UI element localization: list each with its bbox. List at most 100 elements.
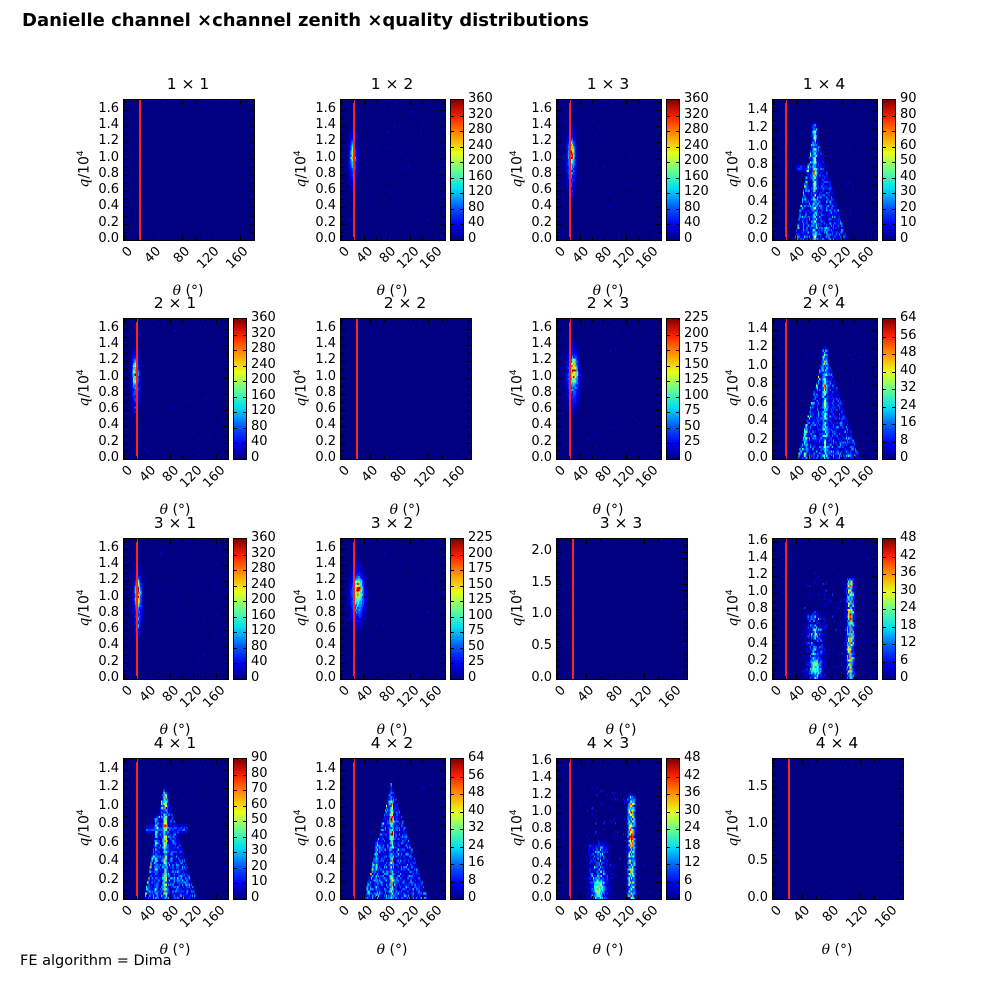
red-threshold-line-4x2 bbox=[352, 759, 355, 899]
x-tick-label: 0 bbox=[119, 244, 136, 261]
x-tick bbox=[592, 456, 593, 459]
colorbar-tick-label: 90 bbox=[900, 91, 917, 106]
colorbar-tick-label: 40 bbox=[251, 654, 268, 670]
y-tick bbox=[658, 873, 661, 874]
colorbar-tick bbox=[243, 806, 246, 807]
colorbar-tick bbox=[243, 397, 246, 398]
y-axis-label-1x2: q/104 bbox=[293, 150, 310, 188]
colorbar-tick bbox=[883, 389, 886, 390]
colorbar-tick-label: 0 bbox=[468, 890, 477, 905]
y-tick bbox=[440, 825, 445, 826]
colorbar-tick bbox=[234, 790, 237, 791]
y-tick-label: 0.6 bbox=[98, 182, 119, 198]
y-tick-label: 0.0 bbox=[747, 450, 768, 465]
y-tick bbox=[341, 598, 346, 599]
y-tick bbox=[124, 378, 129, 379]
x-tick bbox=[877, 100, 878, 103]
colorbar-tick bbox=[892, 131, 895, 132]
x-tick bbox=[842, 100, 843, 105]
y-tick bbox=[773, 610, 778, 611]
y-tick bbox=[442, 671, 445, 672]
y-tick-label: 1.6 bbox=[531, 319, 552, 335]
x-tick bbox=[773, 235, 774, 240]
colorbar-tick-label: 240 bbox=[468, 137, 493, 153]
y-tick-label: 1.2 bbox=[315, 133, 336, 149]
colorbar-tick bbox=[892, 592, 895, 593]
x-axis-label-2x4: θ (°) bbox=[808, 502, 840, 518]
colorbar-1x2 bbox=[450, 99, 464, 241]
plot-area-4x1 bbox=[123, 758, 229, 900]
x-tick bbox=[193, 674, 194, 679]
red-threshold-line-3x3 bbox=[571, 539, 574, 679]
y-tick bbox=[466, 459, 471, 460]
x-tick bbox=[649, 235, 650, 240]
colorbar-tick bbox=[883, 224, 886, 225]
y-tick bbox=[341, 321, 344, 322]
y-tick bbox=[124, 881, 129, 882]
colorbar-tick-label: 48 bbox=[900, 530, 917, 545]
x-axis-label-4x2: θ (°) bbox=[376, 942, 408, 958]
y-tick-label: 0.2 bbox=[98, 871, 119, 887]
x-tick-label: 160 bbox=[416, 244, 446, 273]
x-tick bbox=[808, 539, 809, 542]
colorbar-tick bbox=[676, 116, 679, 117]
colorbar-tick bbox=[892, 116, 895, 117]
y-tick-label: 0.8 bbox=[531, 165, 552, 181]
y-axis-label-3x4: q/104 bbox=[725, 589, 742, 627]
x-tick bbox=[136, 896, 137, 899]
y-tick bbox=[124, 159, 129, 160]
heatmap-canvas-1x3 bbox=[557, 100, 661, 240]
y-tick bbox=[773, 662, 778, 663]
colorbar-4x2 bbox=[450, 758, 464, 900]
y-tick bbox=[773, 602, 776, 603]
y-tick bbox=[341, 216, 344, 217]
x-tick-label: 0 bbox=[336, 244, 353, 261]
x-tick bbox=[370, 319, 371, 324]
colorbar-tick bbox=[667, 412, 670, 413]
y-tick bbox=[557, 839, 560, 840]
y-tick bbox=[124, 807, 129, 808]
x-tick bbox=[845, 896, 846, 899]
red-threshold-line-3x1 bbox=[135, 539, 138, 679]
colorbar-tick-label: 6 bbox=[900, 652, 909, 668]
y-tick bbox=[557, 654, 560, 655]
colorbar-2x1 bbox=[233, 318, 247, 460]
y-tick bbox=[225, 622, 228, 623]
x-tick bbox=[649, 759, 650, 764]
y-tick-label: 1.2 bbox=[531, 133, 552, 149]
y-tick bbox=[773, 339, 776, 340]
colorbar-tick-label: 24 bbox=[684, 820, 701, 835]
y-tick bbox=[773, 376, 776, 377]
colorbar-tick bbox=[234, 570, 237, 571]
colorbar-tick bbox=[234, 648, 237, 649]
x-tick bbox=[445, 539, 446, 542]
y-tick bbox=[557, 118, 560, 119]
y-tick bbox=[557, 882, 562, 883]
y-tick bbox=[773, 450, 776, 451]
x-tick-label: 0 bbox=[552, 244, 569, 261]
y-tick bbox=[468, 386, 471, 387]
x-tick-label: 80 bbox=[388, 463, 411, 486]
colorbar-tick-label: 80 bbox=[251, 638, 268, 654]
y-tick bbox=[468, 321, 471, 322]
x-tick bbox=[399, 100, 400, 103]
y-tick bbox=[440, 807, 445, 808]
x-tick-label: 160 bbox=[871, 903, 901, 932]
y-tick-label: 0.0 bbox=[98, 231, 119, 246]
y-tick bbox=[341, 655, 344, 656]
x-tick bbox=[569, 896, 570, 899]
y-tick bbox=[468, 435, 471, 436]
x-tick bbox=[159, 319, 160, 322]
x-tick-label: 0 bbox=[336, 903, 353, 920]
y-tick bbox=[249, 191, 254, 192]
colorbar-tick bbox=[883, 592, 886, 593]
y-tick bbox=[225, 798, 228, 799]
x-tick bbox=[626, 235, 627, 240]
colorbar-tick-label: 10 bbox=[251, 874, 268, 890]
y-axis-label-4x2: q/104 bbox=[293, 809, 310, 847]
y-tick bbox=[223, 581, 228, 582]
y-tick-label: 0.4 bbox=[315, 853, 336, 869]
y-tick bbox=[557, 240, 562, 241]
y-tick-label: 0.4 bbox=[98, 637, 119, 653]
y-axis-label-2x3: q/104 bbox=[509, 369, 526, 407]
